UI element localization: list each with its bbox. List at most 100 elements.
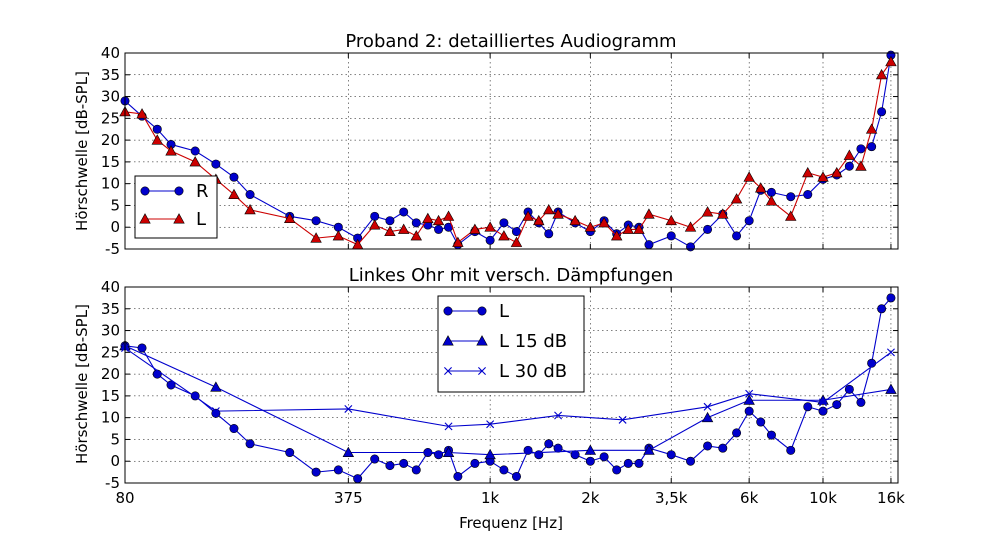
plot-frame [124,286,899,484]
series-l [119,55,897,250]
data-point [284,212,296,223]
data-point [584,221,597,232]
data-point [701,411,714,423]
y-tick-label: 35 [101,300,120,318]
data-point [844,384,854,394]
data-point [584,444,597,455]
chart-title: Linkes Ohr mit versch. Dämpfungen [349,265,674,286]
legend-marker [477,306,487,316]
y-ticks: -5 0 5 10 15 20 25 30 35 40 [101,44,898,258]
data-point [469,223,481,234]
y-axis-label: Hörschwelle [dB-SPL] [73,71,91,231]
data-point [311,216,321,226]
data-point [228,188,240,200]
data-point [618,415,627,424]
data-point [886,293,896,303]
data-point [612,465,622,475]
data-point [511,471,521,481]
data-point [718,443,728,453]
data-point [397,223,410,234]
legend-marker [442,335,454,346]
data-point [385,461,395,471]
data-point [211,407,220,416]
y-tick-label: 25 [101,109,120,127]
y-tick-label: 35 [101,66,120,84]
legend-marker [174,186,184,196]
data-point [368,219,381,230]
legend-marker [476,335,488,346]
data-point [510,236,523,247]
data-point [499,465,509,475]
data-point [644,240,654,250]
x-tick-label: 375 [334,489,363,507]
legend-label: L 30 dB [499,361,567,382]
data-point [399,207,409,217]
data-point [470,458,480,468]
y-ticks: -5 0 5 10 15 20 25 30 35 40 [101,278,898,492]
legend-box [437,295,585,393]
data-point [730,193,743,204]
data-point [819,398,827,407]
data-point [484,448,496,460]
data-point [886,348,895,357]
data-point [856,144,866,154]
data-point [552,208,564,219]
data-point [399,458,409,468]
data-point [703,224,713,234]
data-point [411,218,421,228]
data-point [485,235,495,245]
data-point [684,221,697,232]
data-point [353,474,363,484]
data-point [486,420,495,429]
series-line [124,55,892,248]
data-point [785,210,797,221]
data-point [745,389,754,398]
data-point [544,229,554,239]
x-axis-label: Frequenz [Hz] [459,514,563,532]
data-point [569,214,581,226]
data-point [165,145,177,156]
data-point [151,134,163,145]
y-tick-label: 5 [110,430,120,448]
grid [125,53,898,249]
x-tick-label: 10k [809,489,837,507]
data-point [453,471,463,481]
data-point [755,182,767,193]
data-point [432,214,445,226]
data-point [831,166,843,178]
y-tick-label: 15 [101,153,120,171]
data-point [817,171,829,182]
data-point [411,465,421,475]
x-tick-label: 1k [481,489,500,507]
data-point [803,402,813,412]
legend-label: R [196,181,209,202]
data-point [410,230,422,241]
data-point [634,458,644,468]
data-point [802,166,814,178]
y-tick-label: 25 [101,343,120,361]
data-point [444,422,453,431]
y-tick-label: 0 [110,452,120,470]
data-point [686,456,696,466]
data-point [285,448,295,458]
data-point [511,227,521,237]
data-point [333,465,343,475]
legend: L L 15 dB L 30 dB [437,295,585,393]
data-point [384,225,396,237]
y-tick-label: 10 [101,175,120,193]
data-point [370,454,380,464]
x-tick-label: 6k [740,489,759,507]
data-point [152,369,162,379]
x-tick-label: 80 [115,489,134,507]
data-point [818,406,828,416]
data-point [717,208,729,219]
data-point [310,232,322,243]
data-point [385,216,395,226]
data-point [245,439,255,449]
data-point [137,343,147,353]
data-point [422,212,434,223]
legend-label: L 15 dB [499,331,567,352]
series-layer [119,293,897,484]
data-point [665,214,677,226]
